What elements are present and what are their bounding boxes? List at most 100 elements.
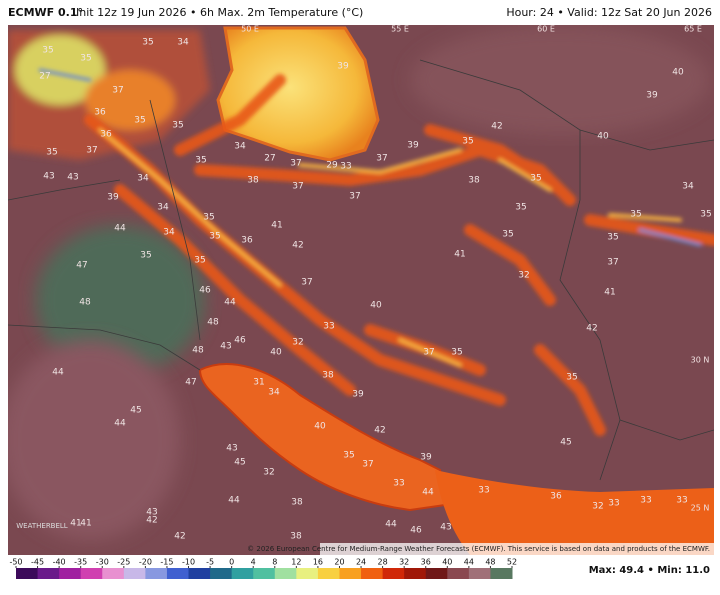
temperature-label: 47 <box>76 261 87 271</box>
temperature-label: 35 <box>451 348 462 358</box>
temperature-label: 35 <box>195 156 206 166</box>
temperature-label: 43 <box>146 508 157 518</box>
temperature-label: 37 <box>362 460 373 470</box>
temperature-label: 32 <box>592 502 603 512</box>
temperature-label: 39 <box>646 91 658 101</box>
colorbar-segment <box>231 568 254 579</box>
colorbar-tick-label: 4 <box>251 558 256 567</box>
colorbar-segment <box>16 568 39 579</box>
colorbar-tick-label: -20 <box>139 558 152 567</box>
temperature-label: 35 <box>140 251 151 261</box>
temperature-label: 44 <box>114 224 126 234</box>
colorbar-segment <box>166 568 190 579</box>
colorbar-segment <box>274 568 297 579</box>
colorbar-tick-label: -10 <box>182 558 195 567</box>
temperature-label: 35 <box>515 203 526 213</box>
temperature-label: 48 <box>79 298 91 308</box>
temperature-label: 39 <box>107 193 119 203</box>
valid-time: Hour: 24 • Valid: 12z Sat 20 Jun 2026 <box>506 6 712 19</box>
temperature-label: 44 <box>228 496 240 506</box>
colorbar-segment <box>361 568 384 579</box>
temperature-label: 48 <box>207 318 219 328</box>
temperature-label: 32 <box>292 338 303 348</box>
temperature-label: 35 <box>209 232 220 242</box>
colorbar-tick-label: -15 <box>160 558 173 567</box>
temperature-label: 34 <box>234 142 246 152</box>
colorbar-segment <box>59 568 82 579</box>
colorbar-tick-label: 32 <box>399 558 409 567</box>
colorbar-tick-label: -5 <box>206 558 214 567</box>
grid-label: 55 E <box>391 25 409 34</box>
colorbar-tick-label: -40 <box>53 558 66 567</box>
copyright: © 2026 European Centre for Medium-Range … <box>247 545 710 553</box>
grid-label: 65 E <box>684 25 702 34</box>
colorbar-segment <box>296 568 319 579</box>
temperature-label: 35 <box>343 451 354 461</box>
colorbar-segment <box>404 568 427 579</box>
temperature-label: 41 <box>604 288 615 298</box>
temperature-label: 40 <box>597 132 609 142</box>
temperature-label: 44 <box>422 488 434 498</box>
colorbar-tick-label: 8 <box>272 558 277 567</box>
temperature-label: 43 <box>226 444 237 454</box>
copyright-bg <box>320 543 714 555</box>
temperature-label: 43 <box>43 172 54 182</box>
temperature-label: 46 <box>410 526 422 536</box>
temperature-label: 36 <box>550 492 562 502</box>
temperature-label: 41 <box>454 250 465 260</box>
colorbar-segment <box>339 568 362 579</box>
colorbar-tick-label: 40 <box>442 558 452 567</box>
colorbar-tick-label: -30 <box>96 558 109 567</box>
colorbar-tick-label: 48 <box>485 558 495 567</box>
colorbar-segment <box>382 568 405 579</box>
temperature-label: 39 <box>420 453 432 463</box>
colorbar-segment <box>447 568 470 579</box>
colorbar-tick-label: -35 <box>74 558 87 567</box>
borders <box>8 59 714 481</box>
temperature-label: 37 <box>423 348 434 358</box>
temperature-label: 35 <box>607 233 618 243</box>
temperature-label: 41 <box>271 221 282 231</box>
temperature-label: 45 <box>560 438 571 448</box>
colorbar-segment <box>188 568 211 579</box>
temperature-label: 35 <box>630 210 641 220</box>
colorbar-segment <box>37 568 60 579</box>
temperature-label: 37 <box>301 278 312 288</box>
temperature-label: 42 <box>374 426 385 436</box>
temperature-label: 41 <box>70 519 81 529</box>
colorbar-tick-label: 24 <box>356 558 366 567</box>
colorbar-segment <box>102 568 125 579</box>
temperature-label: 31 <box>253 378 264 388</box>
colorbar-tick-label: -45 <box>31 558 44 567</box>
temperature-label: 45 <box>130 406 141 416</box>
logo: WEATHERBELL <box>16 522 68 530</box>
temperature-label: 37 <box>292 182 303 192</box>
temperature-label: 35 <box>172 121 183 131</box>
colorbar-segment <box>425 568 448 579</box>
temperature-label: 35 <box>134 116 145 126</box>
temperature-label: 35 <box>46 148 57 158</box>
temperature-label: 37 <box>349 192 360 202</box>
grid-label: 50 E <box>241 25 259 34</box>
temperature-label: 43 <box>67 173 78 183</box>
temperature-label: 33 <box>478 486 489 496</box>
temperature-label: 33 <box>608 499 619 509</box>
temperature-label: 35 <box>194 256 205 266</box>
temperature-label: 34 <box>268 388 280 398</box>
temperature-label: 36 <box>241 236 253 246</box>
temperature-label: 42 <box>491 122 502 132</box>
colorbar-segment <box>123 568 146 579</box>
temperature-label: 39 <box>352 390 364 400</box>
temperature-label: 38 <box>247 176 259 186</box>
temperature-label: 34 <box>163 228 175 238</box>
temperature-label: 36 <box>100 130 112 140</box>
temperature-label: 45 <box>234 458 245 468</box>
colorbar-tick-label: 12 <box>291 558 301 567</box>
temperature-label: 42 <box>292 241 303 251</box>
temperature-label: 44 <box>52 368 64 378</box>
temperature-label: 35 <box>530 174 541 184</box>
temperature-label: 34 <box>157 203 169 213</box>
temperature-label: 44 <box>114 419 126 429</box>
temperature-label: 35 <box>142 38 153 48</box>
max-min: Max: 49.4 • Min: 11.0 <box>589 565 710 576</box>
